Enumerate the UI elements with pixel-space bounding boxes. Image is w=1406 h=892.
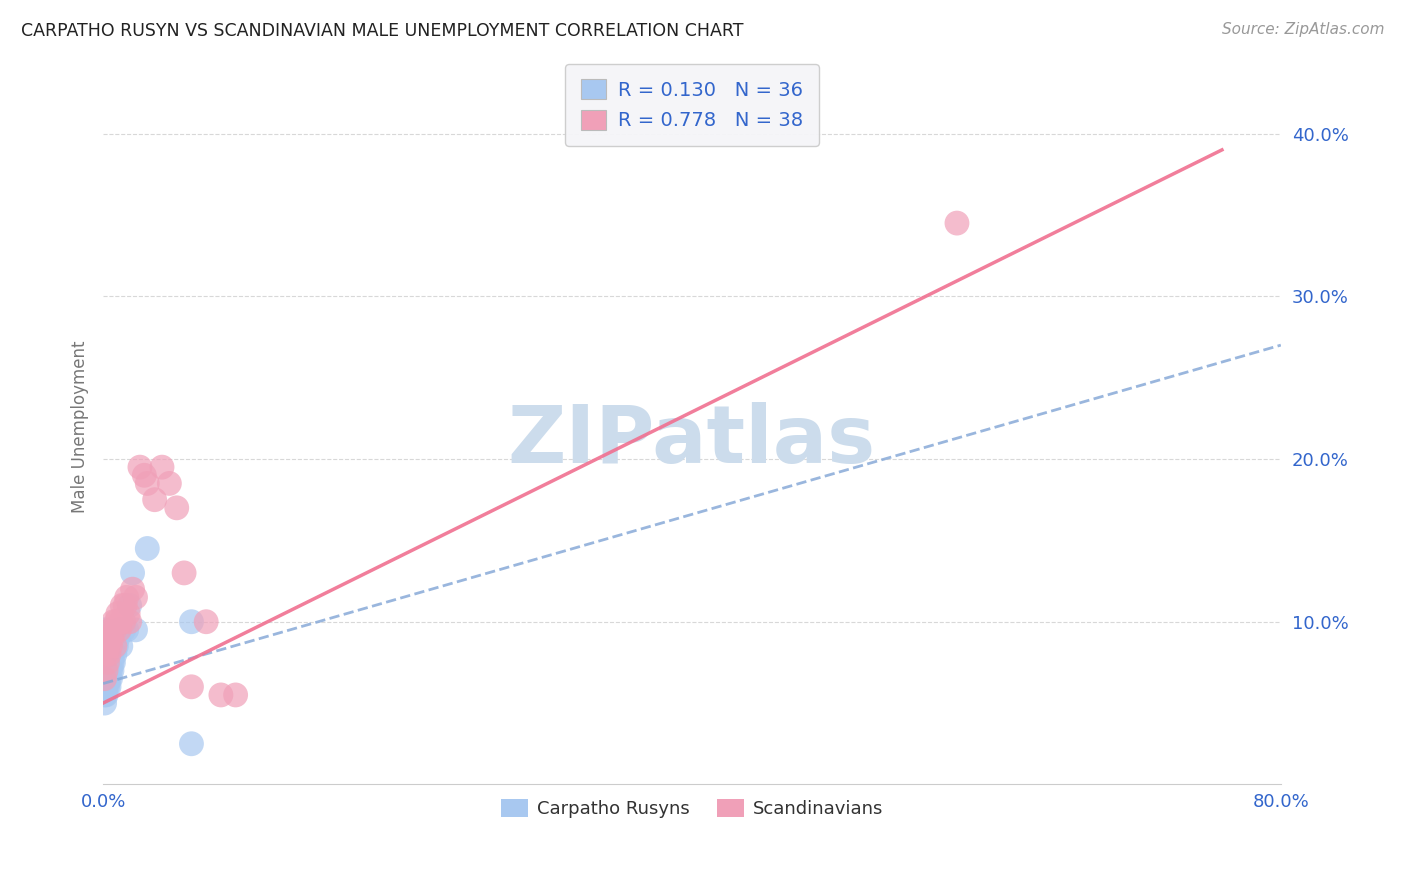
Point (111, 599, 134, 613)
Point (108, 623, 131, 637)
Text: ZIPatlas: ZIPatlas (508, 401, 876, 480)
Point (98, 647, 121, 661)
Point (118, 599, 141, 613)
Point (107, 607, 129, 621)
Point (96, 639, 118, 653)
Legend: Carpatho Rusyns, Scandinavians: Carpatho Rusyns, Scandinavians (494, 792, 890, 825)
Point (124, 623, 146, 637)
Point (150, 460, 173, 475)
Point (101, 664, 124, 678)
Point (105, 639, 128, 653)
Point (98, 664, 121, 678)
Point (103, 615, 125, 629)
Point (108, 623, 131, 637)
Point (104, 639, 127, 653)
Point (100, 623, 122, 637)
Point (93, 696, 115, 710)
Point (96, 672, 118, 686)
Point (136, 476, 159, 491)
Point (157, 476, 180, 491)
Point (94, 664, 117, 678)
Point (94, 664, 117, 678)
Point (107, 631, 129, 645)
Point (93, 664, 115, 678)
Point (100, 664, 122, 678)
Point (121, 566, 143, 580)
Text: CARPATHO RUSYN VS SCANDINAVIAN MALE UNEMPLOYMENT CORRELATION CHART: CARPATHO RUSYN VS SCANDINAVIAN MALE UNEM… (21, 22, 744, 40)
Point (166, 500, 188, 515)
Point (110, 615, 132, 629)
Point (94, 680, 117, 694)
Point (180, 737, 202, 751)
Point (101, 656, 124, 670)
Point (98, 680, 121, 694)
Point (104, 623, 127, 637)
Point (98, 672, 121, 686)
Point (94, 688, 117, 702)
Point (180, 615, 202, 629)
Y-axis label: Male Unemployment: Male Unemployment (72, 340, 89, 513)
Point (114, 599, 136, 613)
Point (96, 680, 118, 694)
Point (209, 688, 232, 702)
Point (117, 607, 139, 621)
Point (129, 460, 152, 475)
Point (93, 688, 115, 702)
Text: Source: ZipAtlas.com: Source: ZipAtlas.com (1222, 22, 1385, 37)
Point (93, 672, 115, 686)
Point (134, 468, 156, 483)
Point (225, 688, 247, 702)
Point (93, 672, 115, 686)
Point (93, 623, 115, 637)
Point (121, 582, 143, 597)
Point (115, 591, 138, 605)
Point (946, 216, 969, 230)
Point (143, 492, 166, 507)
Point (115, 623, 138, 637)
Point (112, 615, 135, 629)
Point (110, 639, 132, 653)
Point (98, 631, 121, 645)
Point (96, 656, 118, 670)
Point (94, 656, 117, 670)
Point (94, 672, 117, 686)
Point (100, 672, 122, 686)
Point (94, 647, 117, 661)
Point (100, 639, 122, 653)
Point (173, 566, 195, 580)
Point (93, 680, 115, 694)
Point (118, 615, 141, 629)
Point (101, 631, 124, 645)
Point (195, 615, 218, 629)
Point (124, 591, 146, 605)
Point (180, 680, 202, 694)
Point (96, 672, 118, 686)
Point (104, 647, 127, 661)
Point (112, 623, 135, 637)
Point (136, 541, 159, 556)
Point (103, 656, 125, 670)
Point (105, 615, 128, 629)
Point (96, 664, 118, 678)
